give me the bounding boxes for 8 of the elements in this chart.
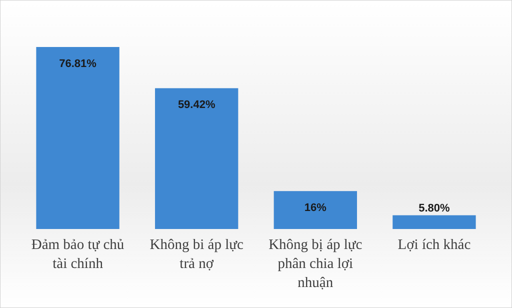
x-tick-label: Không bị áp lực phân chia lợi nhuận — [268, 237, 362, 291]
data-label: 59.42% — [178, 99, 216, 112]
x-tick-label: Lợi ích khác — [398, 237, 471, 253]
data-label: 16% — [304, 202, 327, 214]
data-label: 5.80% — [418, 202, 450, 214]
x-tick-label: Đảm bảo tự chủ tài chính — [31, 237, 124, 272]
data-label: 76.81% — [59, 58, 97, 70]
x-tick-label: Không bi áp lực trả nợ — [150, 237, 244, 272]
